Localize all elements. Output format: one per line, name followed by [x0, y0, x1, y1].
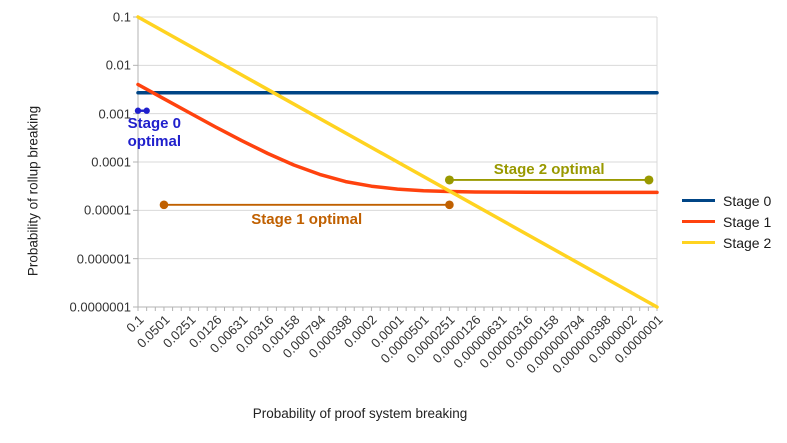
y-tick-label: 0.00001: [84, 202, 131, 218]
legend-swatch-icon: [682, 219, 715, 224]
y-tick-label: 0.000001: [76, 251, 131, 267]
stage-1-optimal-right-dot: [445, 200, 454, 210]
legend-label: Stage 0: [723, 192, 772, 209]
stage-0-optimal-left-dot: [134, 107, 142, 114]
annotation-label-stage-0-optimal: Stage 0 optimal: [127, 114, 182, 151]
legend-swatch-icon: [682, 240, 715, 245]
annotation-label-stage-2-optimal: Stage 2 optimal: [493, 160, 605, 178]
legend-item-stage-0: Stage 0: [682, 190, 771, 211]
stage-2-optimal-left-dot: [444, 175, 454, 185]
legend-label: Stage 2: [723, 234, 772, 251]
annotation-label-stage-1-optimal: Stage 1 optimal: [251, 210, 363, 228]
legend-item-stage-1: Stage 1: [682, 211, 771, 232]
stage-0-optimal-right-dot: [143, 107, 150, 114]
y-tick-label: 0.0001: [91, 154, 131, 170]
legend: Stage 0 Stage 1 Stage 2: [682, 190, 771, 253]
y-tick-label: 0.01: [105, 57, 131, 73]
stage-1-optimal-left-dot: [159, 200, 169, 210]
legend-item-stage-2: Stage 2: [682, 232, 771, 253]
stage-2-optimal-right-dot: [644, 175, 654, 185]
y-tick-label: 0.001: [98, 106, 131, 122]
x-axis-title: Probability of proof system breaking: [252, 406, 468, 421]
legend-label: Stage 1: [723, 213, 772, 230]
series-line-stage-1: [136, 82, 659, 195]
y-tick-label: 0.0000001: [69, 299, 131, 315]
series-line-stage-2: [136, 15, 659, 309]
y-tick-label: 0.1: [112, 9, 131, 25]
legend-swatch-icon: [682, 198, 715, 203]
